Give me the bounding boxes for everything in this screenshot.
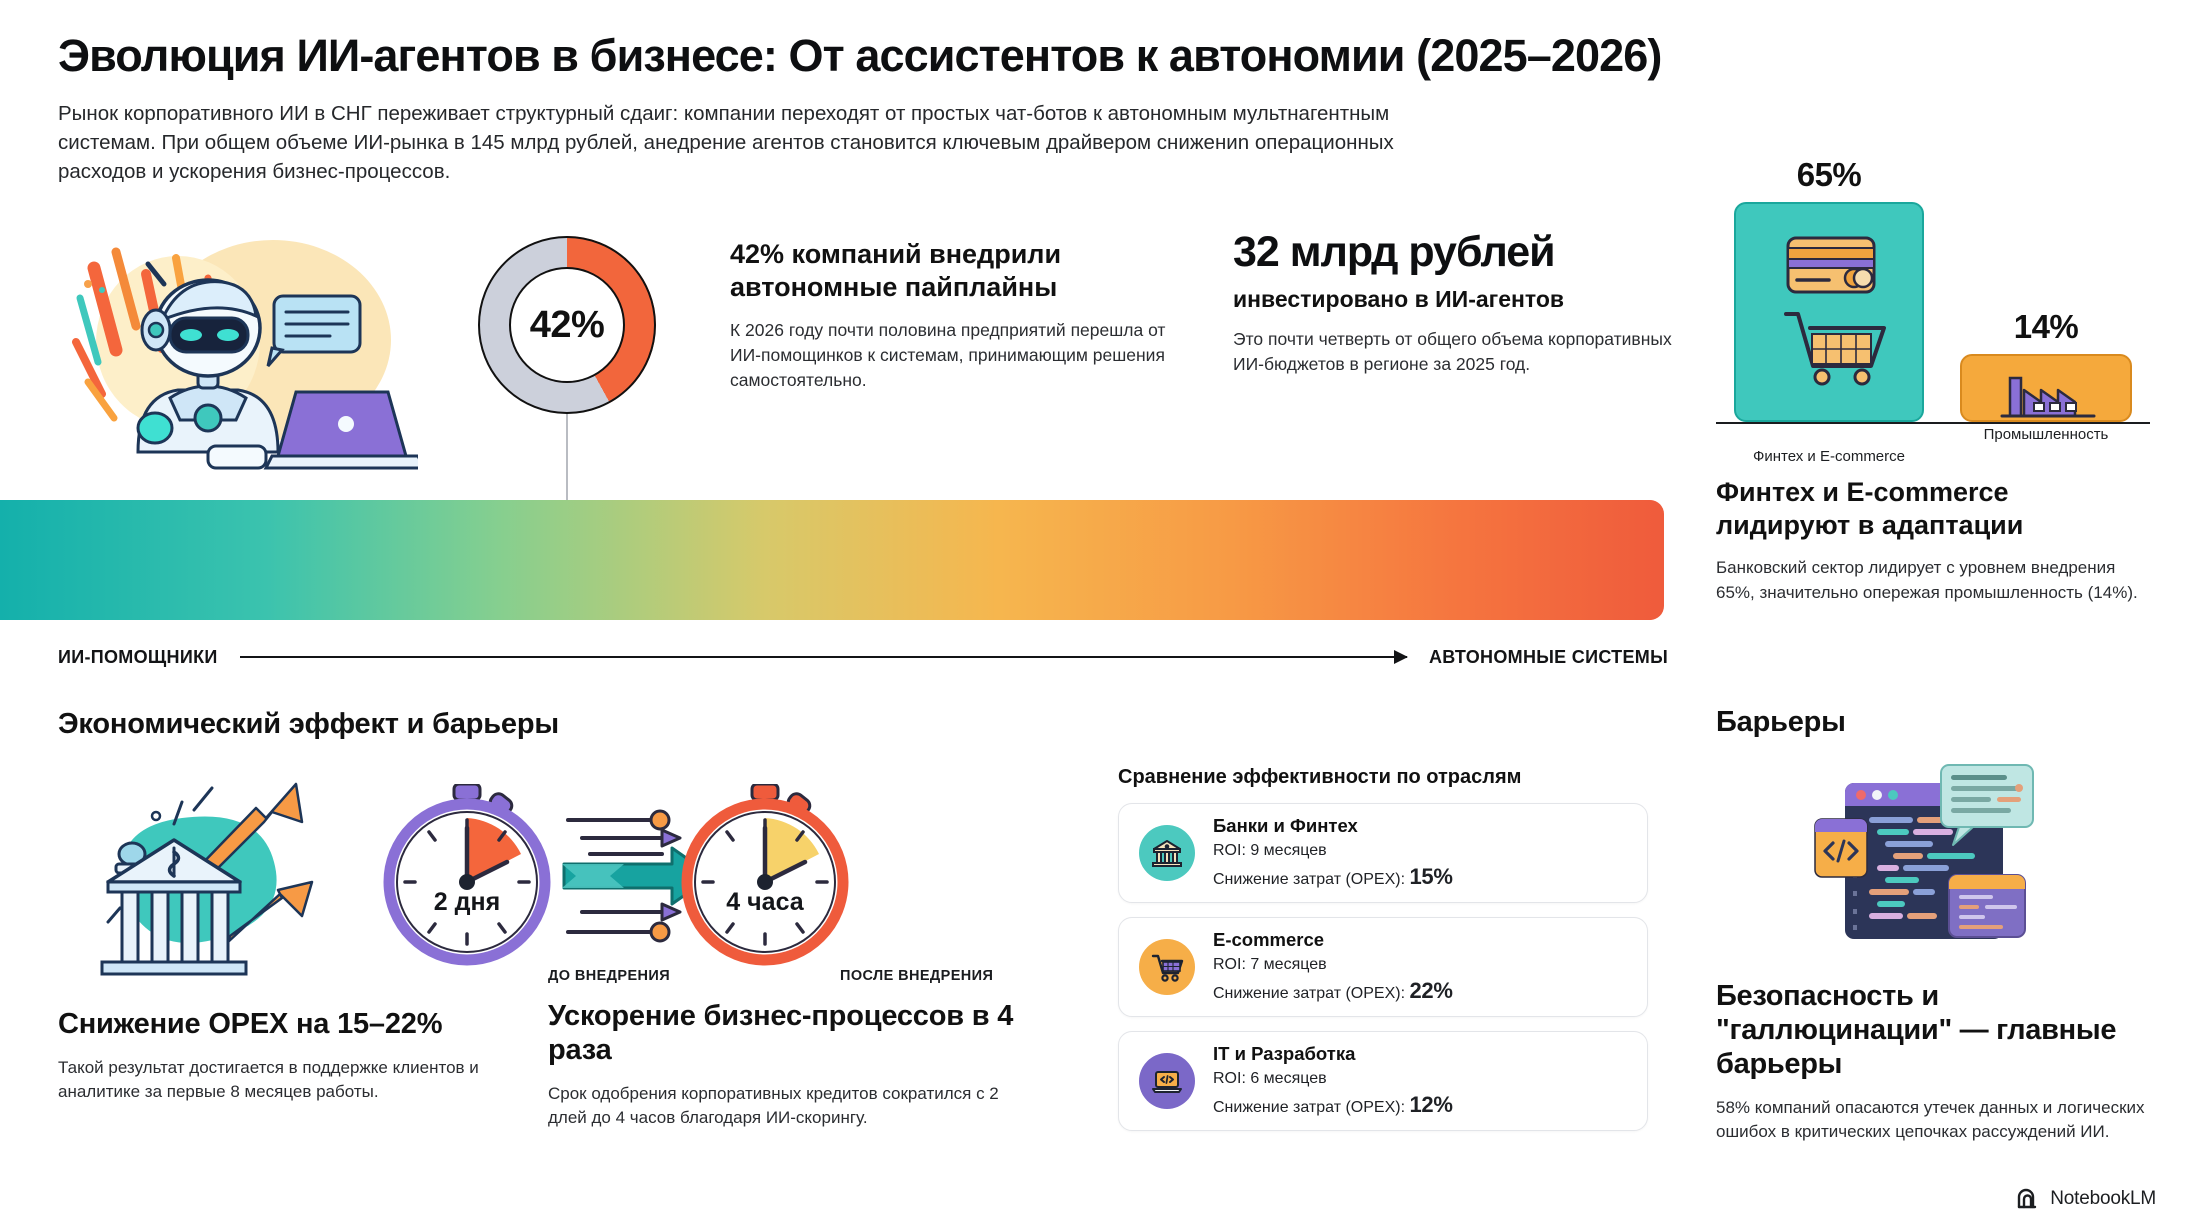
industry-comparison: Сравнение эффективности по отраслям Банк…	[1118, 766, 1648, 1131]
comparison-row-it-roi: ROI: 6 месяцев	[1213, 1070, 1327, 1088]
stat-investment-heading: инвестировано в ИИ-агентов	[1233, 285, 1565, 312]
bar-caption-fintech: Финтех и E-commerce	[1752, 448, 1905, 465]
comparison-row-it[interactable]: IT и Разработка ROI: 6 месяцев Снижение …	[1118, 1031, 1648, 1131]
comparison-row-banks-opex: Снижение затрат (OPEX): 15%	[1213, 862, 1627, 891]
bank-icon	[1139, 825, 1195, 881]
adoption-by-industry: 65%	[1716, 140, 2150, 606]
spectrum-right-label: АВТОНОМНЫЕ СИСТЕМЫ	[1429, 646, 1668, 667]
spectrum-arrow-icon	[239, 650, 1409, 664]
comparison-row-ecommerce[interactable]: E-commerce ROI: 7 месяцев Снижение затра…	[1118, 917, 1648, 1017]
donut-ring: 42%	[478, 236, 656, 414]
code-window-illustration	[1814, 764, 2034, 939]
stat-investment: 32 млрд рублей инвестировано в ИИ-агенто…	[1233, 228, 1703, 377]
barriers-heading: Безопасность и "галлюцинации" — главные …	[1716, 980, 2117, 1081]
process-speed-illustration: 2 дня 4 часа	[383, 784, 849, 966]
speed-body: Срок одобрения корпоративных кредитов со…	[548, 1083, 999, 1128]
stat-pipelines: 42% компаний внедрили автономные пайплай…	[730, 238, 1180, 393]
industry-bar-chart: 65%	[1716, 140, 2150, 470]
comparison-row-banks-name: Банки и Финтех	[1213, 815, 1358, 837]
comparison-row-banks-body: Банки и Финтех ROI: 9 месяцев Снижение з…	[1213, 815, 1627, 890]
economics-section-title: Экономический эффект и барьеры	[58, 708, 559, 740]
comparison-row-banks-roi: ROI: 9 месяцев	[1213, 842, 1327, 860]
stopwatch-after-caption: ПОСЛЕ ВНЕДРЕНИЯ	[840, 968, 994, 984]
donut-inner-outline	[509, 267, 625, 383]
comparison-row-ecommerce-opex: Снижение затрат (OPEX): 22%	[1213, 976, 1627, 1005]
comparison-row-banks[interactable]: Банки и Финтех ROI: 9 месяцев Снижение з…	[1118, 803, 1648, 903]
notebooklm-logo-icon	[2018, 1188, 2037, 1209]
page-title: Эволюция ИИ-агентов в бизнесе: От ассист…	[58, 30, 1662, 81]
comparison-row-it-opex: Снижение затрат (OPEX): 12%	[1213, 1090, 1627, 1119]
stopwatch-before-caption: ДО ВНЕДРЕНИЯ	[548, 968, 671, 984]
comparison-row-it-body: IT и Разработка ROI: 6 месяцев Снижение …	[1213, 1043, 1627, 1118]
comparison-row-banks-opex-label: Снижение затрат (OPEX):	[1213, 870, 1406, 888]
donut-connector-line	[566, 414, 568, 524]
comparison-row-ecommerce-body: E-commerce ROI: 7 месяцев Снижение затра…	[1213, 929, 1627, 1004]
after-value-text: 4 часа	[726, 888, 804, 916]
brand-footer: NotebookLM	[2017, 1188, 2156, 1210]
stat-investment-body: Это почти четверть от общего объема корп…	[1233, 328, 1672, 374]
credit-card-icon	[1784, 236, 1886, 386]
bar-value-label-fintech: 65%	[1796, 156, 1862, 193]
barriers-section: Барьеры	[1716, 706, 2150, 1145]
stat-pipelines-heading: 42% компаний внедрили автономные пайплай…	[730, 239, 1062, 302]
comparison-row-ecommerce-name: E-commerce	[1213, 929, 1325, 951]
comparison-row-it-name: IT и Разработка	[1213, 1043, 1356, 1065]
adoption-heading: Финтех и E-commerce лидируют в адаптации	[1716, 477, 2024, 540]
speed-heading: Ускорение бизнес-процессов в 4 раза	[548, 1000, 1014, 1066]
shopping-cart-icon	[1139, 939, 1195, 995]
top-stats-band: 42% 42% компаний внедрили автономные пай…	[58, 222, 1698, 536]
bar-value-label-industry: 14%	[2013, 308, 2079, 345]
brand-name: NotebookLM	[2050, 1188, 2156, 1209]
stat-pipelines-body: К 2026 году почти половина предприятий п…	[730, 319, 1166, 391]
comparison-row-it-opex-label: Снижение затрат (OPEX):	[1213, 1098, 1406, 1116]
comparison-row-it-opex-value: 12%	[1409, 1091, 1453, 1117]
opex-body: Такой результат достигается в поддержке …	[58, 1057, 479, 1102]
header: Эволюция ИИ-агентов в бизнесе: От ассист…	[58, 30, 2148, 186]
bar-group-fintech: 65%	[1734, 156, 1924, 465]
bar-group-industry: 14% Промышленность	[1960, 308, 2132, 443]
economics-illustrations: 2 дня 4 часа	[58, 778, 1078, 978]
bar-caption-industry: Промышленность	[1983, 426, 2109, 443]
stat-investment-value: 32 млрд рублей	[1233, 228, 1556, 276]
factory-icon	[2000, 376, 2096, 418]
comparison-title: Сравнение эффективности по отраслям	[1118, 766, 1522, 788]
ai-robot-illustration	[58, 222, 427, 490]
adoption-body: Банковский сектор лидирует с уровнем вне…	[1716, 557, 2138, 602]
bar-industry	[1960, 354, 2132, 422]
comparison-row-ecommerce-opex-value: 22%	[1409, 977, 1453, 1003]
autonomy-spectrum-bar	[0, 500, 1664, 620]
barriers-body: 58% компаний опасаются утечек данных и л…	[1716, 1097, 2145, 1142]
donut-value-label: 42%	[529, 303, 605, 346]
opex-heading: Снижение OPEX на 15–22%	[58, 1008, 443, 1040]
bar-chart-baseline	[1716, 422, 2150, 424]
barriers-section-title: Барьеры	[1716, 706, 1846, 738]
comparison-row-ecommerce-roi: ROI: 7 месяцев	[1213, 956, 1327, 974]
economics-section-title-wrap: Экономический эффект и барьеры	[58, 708, 1078, 741]
spectrum-left-label: ИИ-ПОМОЩНИКИ	[58, 646, 218, 667]
bar-fintech	[1734, 202, 1924, 422]
bank-growth-illustration	[100, 782, 314, 976]
spectrum-labels: ИИ-ПОМОЩНИКИ АВТОНОМНЫЕ СИСТЕМЫ	[58, 640, 1668, 674]
comparison-row-ecommerce-opex-label: Снижение затрат (OPEX):	[1213, 984, 1406, 1002]
opex-card: Снижение OPEX на 15–22% Такой результат …	[58, 1008, 498, 1105]
speed-card: Ускорение бизнес-процессов в 4 раза Срок…	[548, 1000, 1018, 1131]
page-subtitle: Рынок корпоративного ИИ в СНГ переживает…	[58, 101, 1394, 183]
adoption-donut-chart: 42%	[478, 236, 656, 536]
before-value-text: 2 дня	[434, 888, 500, 916]
comparison-row-banks-opex-value: 15%	[1409, 863, 1453, 889]
laptop-code-icon	[1139, 1053, 1195, 1109]
